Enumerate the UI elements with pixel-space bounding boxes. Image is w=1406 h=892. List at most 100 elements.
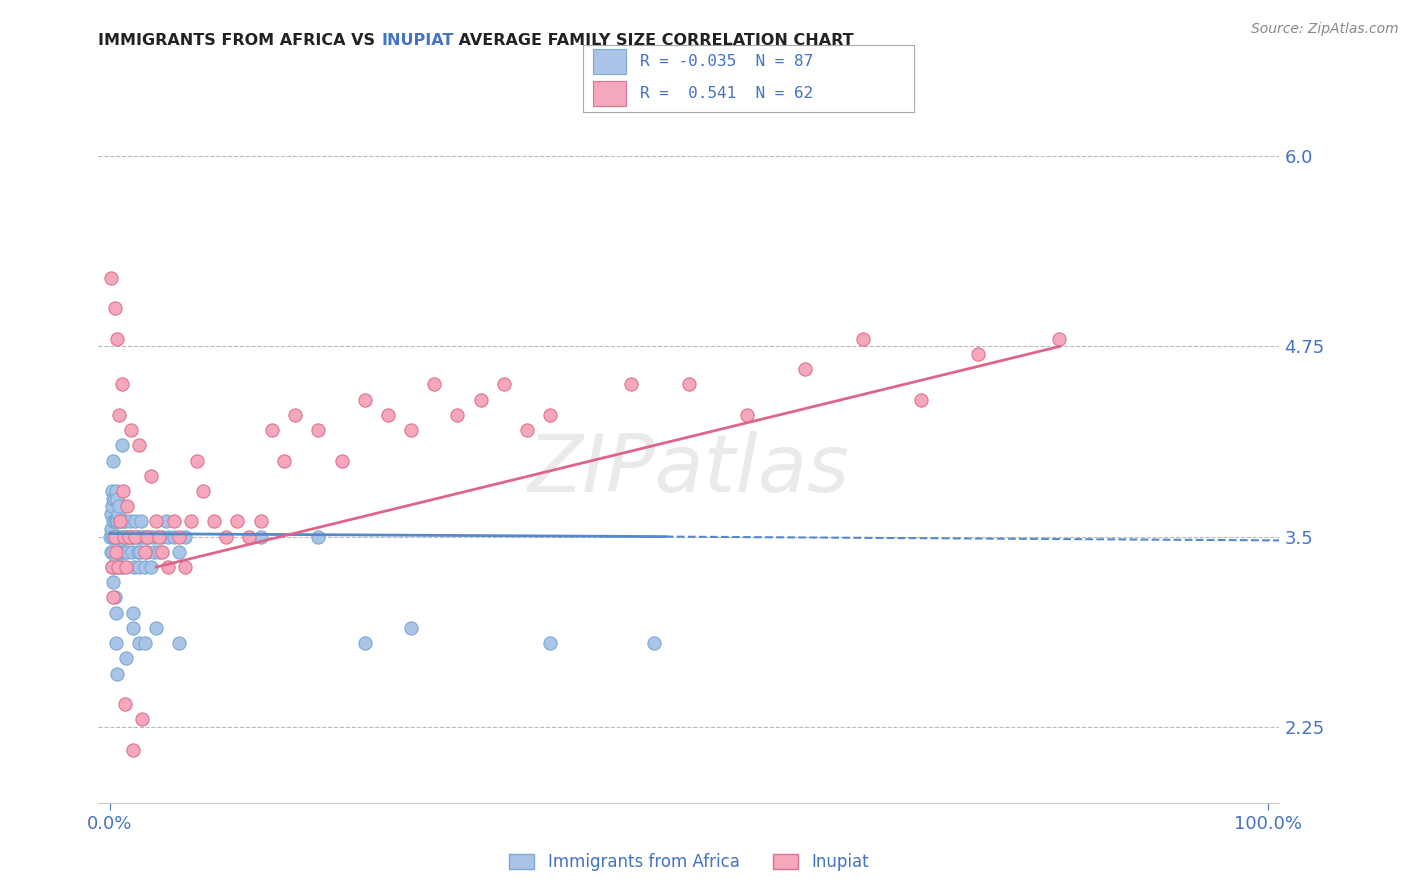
Point	[125, 530, 148, 544]
Point	[117, 530, 139, 544]
Point	[148, 545, 170, 559]
Point	[122, 621, 145, 635]
Point	[155, 515, 177, 529]
Point	[118, 515, 141, 529]
Point	[128, 636, 150, 650]
Point	[104, 515, 127, 529]
Point	[353, 636, 375, 650]
Point	[100, 507, 122, 521]
Point	[139, 468, 162, 483]
Point	[148, 530, 170, 544]
Point	[104, 606, 127, 620]
Point	[131, 712, 153, 726]
Point	[215, 530, 238, 544]
Point	[377, 408, 399, 422]
Point	[262, 423, 284, 437]
Point	[104, 530, 127, 544]
Point	[111, 545, 134, 559]
Point	[141, 530, 163, 544]
Point	[156, 530, 179, 544]
Point	[163, 530, 186, 544]
Point	[103, 575, 125, 590]
Point	[1049, 332, 1071, 346]
Point	[110, 438, 132, 452]
Point	[117, 499, 139, 513]
Point	[104, 560, 127, 574]
Point	[104, 636, 127, 650]
Point	[103, 453, 125, 467]
Point	[111, 515, 134, 529]
Point	[108, 499, 131, 513]
Point	[101, 499, 124, 513]
Point	[143, 545, 166, 559]
Point	[100, 522, 122, 536]
Point	[202, 515, 225, 529]
Point	[180, 515, 202, 529]
Point	[111, 483, 134, 498]
Point	[127, 545, 149, 559]
Point	[110, 515, 132, 529]
Point	[910, 392, 932, 407]
Bar	[593, 81, 627, 106]
Point	[107, 530, 129, 544]
Point	[134, 545, 156, 559]
Point	[852, 332, 875, 346]
Point	[114, 697, 136, 711]
Point	[103, 545, 125, 559]
Point	[101, 560, 124, 574]
Point	[136, 545, 159, 559]
Point	[139, 560, 162, 574]
Point	[104, 530, 127, 544]
Point	[105, 491, 128, 506]
Point	[110, 560, 132, 574]
Text: IMMIGRANTS FROM AFRICA VS: IMMIGRANTS FROM AFRICA VS	[98, 33, 381, 47]
Point	[110, 515, 132, 529]
Point	[128, 530, 150, 544]
Point	[307, 423, 329, 437]
Point	[134, 530, 156, 544]
Point	[735, 408, 758, 422]
Point	[107, 507, 129, 521]
Text: INUPIAT: INUPIAT	[381, 33, 453, 47]
Point	[104, 545, 127, 559]
Point	[105, 530, 128, 544]
Point	[174, 530, 197, 544]
Point	[110, 377, 132, 392]
Point	[115, 651, 138, 665]
Point	[129, 515, 152, 529]
Point	[492, 377, 515, 392]
Point	[678, 377, 700, 392]
Point	[104, 515, 127, 529]
Point	[108, 560, 131, 574]
Point	[100, 545, 122, 559]
Point	[103, 591, 125, 605]
Point	[129, 545, 152, 559]
Point	[150, 545, 173, 559]
Point	[399, 423, 422, 437]
Point	[105, 666, 128, 681]
Point	[121, 545, 143, 559]
Point	[145, 515, 167, 529]
Point	[186, 453, 208, 467]
Point	[136, 530, 159, 544]
Point	[620, 377, 643, 392]
Point	[112, 530, 135, 544]
Point	[122, 606, 145, 620]
Point	[470, 392, 492, 407]
Point	[108, 530, 131, 544]
Point	[115, 530, 138, 544]
Point	[446, 408, 468, 422]
Point	[169, 545, 191, 559]
Point	[104, 530, 127, 544]
Point	[131, 530, 153, 544]
Text: R =  0.541  N = 62: R = 0.541 N = 62	[640, 87, 813, 102]
Point	[114, 545, 136, 559]
Point	[122, 530, 145, 544]
Text: AVERAGE FAMILY SIZE CORRELATION CHART: AVERAGE FAMILY SIZE CORRELATION CHART	[453, 33, 853, 47]
Point	[104, 591, 127, 605]
Point	[353, 392, 375, 407]
Point	[104, 301, 127, 316]
Point	[100, 271, 122, 285]
Point	[538, 408, 561, 422]
Point	[136, 530, 159, 544]
